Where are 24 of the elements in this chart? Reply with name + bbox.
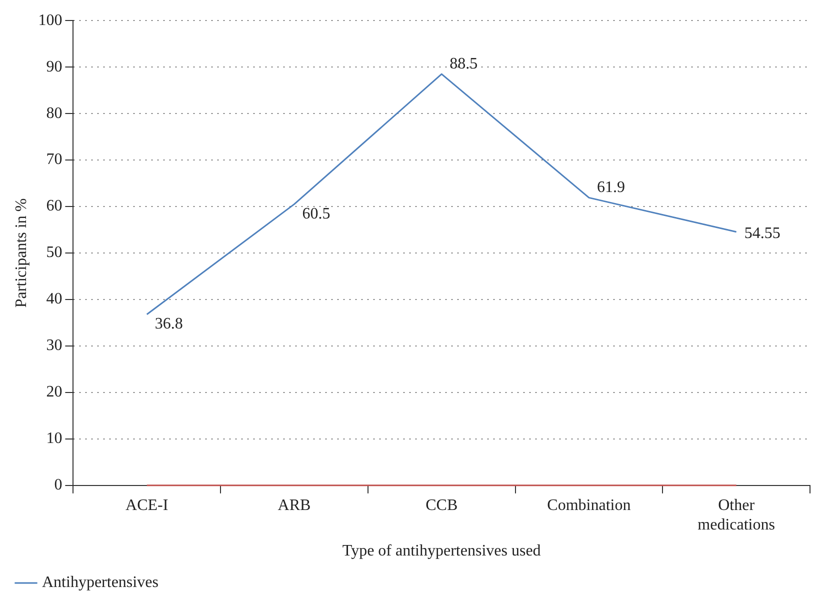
y-axis-title: Participants in % xyxy=(12,198,30,308)
x-tick-label: ARB xyxy=(278,497,311,514)
y-tick-label: 40 xyxy=(46,290,62,308)
data-label: 54.55 xyxy=(744,225,780,242)
y-tick-label: 70 xyxy=(46,151,62,168)
legend-label: Antihypertensives xyxy=(42,574,158,592)
data-label: 60.5 xyxy=(302,205,330,222)
x-tick-label: ACE-I xyxy=(126,497,168,514)
x-tick-label: Combination xyxy=(547,497,631,514)
y-tick-label: 50 xyxy=(46,244,62,262)
y-tick-label: 100 xyxy=(38,12,62,29)
y-tick-label: 10 xyxy=(46,430,62,448)
x-tick-label: Other medications xyxy=(698,497,775,534)
x-axis-title: Type of antihypertensives used xyxy=(342,542,541,560)
data-label: 61.9 xyxy=(596,178,625,196)
y-tick-label: 60 xyxy=(46,198,62,215)
y-tick-label: 0 xyxy=(54,476,62,494)
y-tick-label: 20 xyxy=(46,384,62,401)
y-tick-label: 80 xyxy=(46,104,62,122)
data-label: 36.8 xyxy=(154,316,183,333)
data-label: 88.5 xyxy=(450,55,478,72)
y-tick-label: 90 xyxy=(46,58,62,76)
x-tick-label: CCB xyxy=(426,497,458,514)
y-tick-label: 30 xyxy=(46,337,62,354)
